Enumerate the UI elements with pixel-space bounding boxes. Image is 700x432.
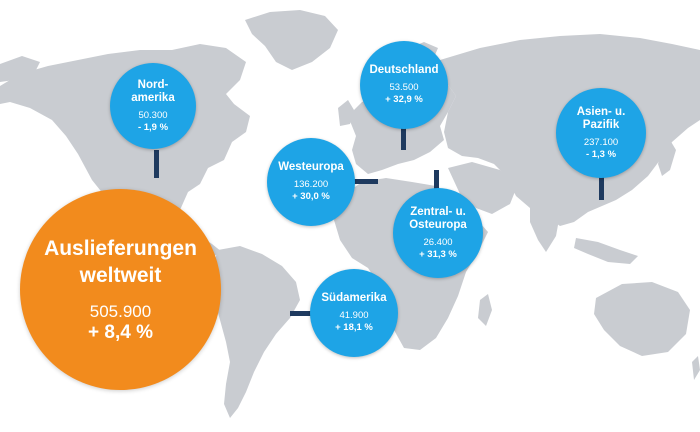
region-value: 41.900 — [339, 310, 369, 321]
landmass-indonesia — [574, 238, 638, 264]
region-change: + 18,1 % — [335, 322, 373, 333]
region-change: + 32,9 % — [385, 94, 423, 105]
region-value: 50.300 — [138, 109, 168, 121]
main-title-line2: weltweit — [79, 264, 162, 287]
landmass-madagascar — [478, 294, 492, 326]
worldwide-deliveries-bubble: Auslieferungen weltweit 505.900 + 8,4 % — [20, 189, 221, 390]
region-name: Westeuropa — [278, 161, 344, 173]
connector-asien-pazifik — [599, 176, 604, 200]
landmass-south-america — [210, 246, 300, 418]
region-change: + 30,0 % — [292, 191, 330, 202]
connector-westeuropa — [354, 179, 378, 184]
landmass-india — [530, 196, 560, 252]
connector-deutschland — [401, 128, 406, 150]
region-bubble-zentral-osteuropa: Zentral- u. Osteuropa 26.400 + 31,3 % — [393, 188, 483, 278]
region-bubble-westeuropa: Westeuropa 136.200 + 30,0 % — [267, 138, 355, 226]
region-name: Deutschland — [369, 64, 439, 76]
connector-suedamerika — [290, 311, 312, 316]
region-bubble-asien-pazifik: Asien- u. Pazifik 237.100 - 1,3 % — [556, 88, 646, 178]
region-value: 53.500 — [389, 82, 419, 93]
landmass-new-zealand — [692, 356, 700, 380]
connector-north-america — [154, 150, 159, 178]
region-change: - 1,9 % — [137, 121, 169, 133]
main-value: 505.900 — [89, 302, 152, 321]
connector-zentral-osteuropa — [434, 170, 439, 190]
landmass-australia — [594, 282, 690, 356]
main-title-line1: Auslieferungen — [44, 237, 197, 260]
landmass-greenland — [245, 10, 338, 70]
region-name: Nord- — [137, 78, 169, 91]
region-value: 136.200 — [293, 179, 329, 190]
region-value: 26.400 — [423, 236, 453, 248]
landmass-alaska — [0, 56, 40, 82]
region-name: Osteuropa — [409, 218, 467, 231]
region-change: - 1,3 % — [585, 148, 617, 160]
region-name: Asien- u. — [576, 105, 626, 118]
region-bubble-suedamerika: Südamerika 41.900 + 18,1 % — [310, 269, 398, 357]
landmass-middle-east — [448, 162, 518, 214]
region-change: + 31,3 % — [419, 248, 457, 260]
landmass-japan — [658, 140, 676, 176]
region-bubble-north-america: Nord- amerika 50.300 - 1,9 % — [110, 63, 196, 149]
main-change: + 8,4 % — [88, 322, 153, 343]
region-bubble-deutschland: Deutschland 53.500 + 32,9 % — [360, 41, 448, 129]
region-value: 237.100 — [583, 136, 619, 148]
region-name: amerika — [131, 91, 175, 104]
region-name: Pazifik — [582, 118, 620, 131]
region-name: Zentral- u. — [410, 205, 466, 218]
landmass-uk — [338, 100, 354, 126]
region-name: Südamerika — [321, 292, 387, 304]
